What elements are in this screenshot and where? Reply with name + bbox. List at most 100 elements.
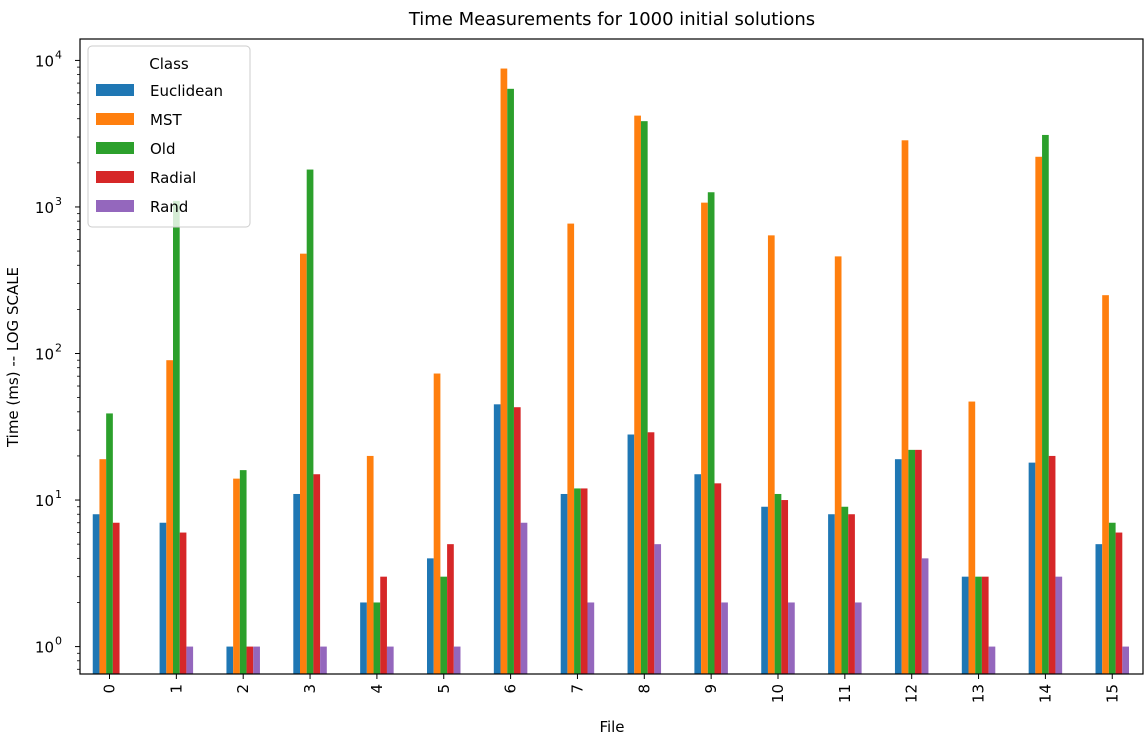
legend-label-rand: Rand — [150, 198, 188, 216]
legend-label-euclidean: Euclidean — [150, 82, 223, 100]
bar-radial-6 — [513, 407, 521, 674]
bar-mst-0 — [99, 459, 107, 674]
bar-mst-15 — [1102, 295, 1109, 674]
bar-rand-12 — [921, 558, 929, 674]
legend-label-old: Old — [150, 140, 176, 158]
bar-mst-14 — [1035, 156, 1043, 674]
bar-rand-1 — [186, 646, 194, 674]
x-tick-label: 9 — [702, 684, 720, 694]
bar-mst-2 — [233, 478, 240, 674]
x-tick-label: 4 — [368, 684, 386, 694]
bar-euclidean-8 — [627, 434, 635, 674]
plot-frame — [79, 38, 1144, 675]
bar-radial-5 — [447, 544, 454, 674]
x-tick-label: 8 — [635, 684, 653, 694]
legend: Class Euclidean MST Old Radial Rand — [87, 45, 251, 228]
bar-radial-9 — [714, 483, 722, 674]
bar-rand-4 — [386, 646, 394, 674]
bar-old-11 — [841, 506, 849, 674]
x-tick-label: 2 — [234, 684, 252, 694]
x-tick-label: 3 — [301, 684, 319, 694]
x-axis: 0 1 2 3 4 5 6 7 8 9 10 11 12 13 14 15 — [101, 674, 1121, 703]
bar-mst-8 — [634, 115, 641, 675]
x-axis-label: File — [599, 718, 624, 736]
bar-rand-5 — [453, 646, 461, 674]
bar-old-8 — [640, 121, 648, 674]
legend-swatch-euclidean — [96, 84, 134, 96]
bar-old-0 — [106, 413, 113, 674]
y-tick-label: 10 — [35, 492, 54, 510]
bar-radial-14 — [1048, 455, 1056, 674]
bar-rand-7 — [587, 602, 595, 674]
bar-mst-6 — [500, 68, 508, 675]
bar-radial-1 — [179, 532, 187, 674]
bar-rand-10 — [788, 602, 795, 674]
x-tick-label: 13 — [970, 684, 988, 703]
bar-rand-8 — [654, 544, 662, 674]
y-tick-label: 10 — [35, 199, 54, 217]
bar-rand-11 — [854, 602, 862, 674]
bar-radial-7 — [580, 488, 588, 674]
bar-radial-2 — [246, 646, 254, 674]
bar-old-10 — [774, 493, 782, 674]
bar-mst-7 — [567, 223, 575, 674]
bar-old-14 — [1042, 134, 1049, 674]
bar-old-7 — [574, 488, 581, 674]
bar-euclidean-6 — [493, 404, 501, 674]
y-tick-label: 10 — [35, 345, 54, 363]
bar-old-15 — [1108, 522, 1116, 674]
bar-euclidean-9 — [694, 474, 702, 674]
bar-radial-0 — [112, 522, 120, 674]
bar-rand-6 — [520, 522, 528, 674]
y-tick-exponent: 0 — [55, 635, 62, 648]
bar-old-13 — [975, 576, 982, 674]
bar-euclidean-11 — [828, 514, 835, 674]
bar-mst-12 — [901, 140, 909, 675]
x-tick-label: 5 — [435, 684, 453, 694]
bar-rand-3 — [320, 646, 327, 674]
y-tick-label: 10 — [35, 52, 54, 70]
bar-rand-9 — [721, 602, 728, 674]
legend-swatch-old — [96, 142, 134, 154]
bar-euclidean-0 — [92, 514, 100, 674]
x-tick-label: 12 — [903, 684, 921, 703]
bar-radial-12 — [915, 449, 922, 674]
x-tick-label: 10 — [769, 684, 787, 703]
x-tick-label: 7 — [568, 684, 586, 694]
bars-layer — [92, 68, 1129, 675]
bar-euclidean-12 — [894, 459, 902, 674]
bar-old-12 — [908, 449, 916, 674]
chart-title: Time Measurements for 1000 initial solut… — [408, 9, 815, 30]
bar-mst-9 — [701, 202, 708, 674]
bar-rand-2 — [253, 646, 260, 674]
y-tick-exponent: 1 — [55, 488, 62, 501]
y-axis-label: Time (ms) -- LOG SCALE — [4, 267, 22, 448]
bar-radial-3 — [313, 474, 321, 674]
bar-euclidean-2 — [226, 646, 234, 674]
bar-euclidean-15 — [1095, 544, 1103, 674]
bar-euclidean-4 — [360, 602, 367, 674]
x-tick-label: 11 — [836, 684, 854, 703]
legend-title: Class — [149, 55, 189, 73]
x-tick-label: 14 — [1036, 684, 1054, 703]
bar-mst-11 — [834, 256, 842, 674]
bar-mst-13 — [968, 401, 976, 674]
bar-radial-15 — [1115, 532, 1123, 674]
bar-euclidean-7 — [560, 493, 568, 674]
bar-mst-10 — [767, 235, 775, 675]
x-tick-label: 1 — [167, 684, 185, 694]
bar-old-2 — [239, 470, 247, 674]
bar-old-1 — [173, 200, 180, 674]
legend-swatch-rand — [96, 200, 134, 212]
bar-rand-15 — [1122, 646, 1129, 674]
bar-old-6 — [507, 88, 514, 674]
bar-euclidean-10 — [761, 506, 768, 674]
y-tick-exponent: 4 — [55, 48, 62, 61]
bar-radial-10 — [781, 500, 789, 674]
bar-radial-4 — [380, 576, 387, 674]
bar-euclidean-13 — [961, 576, 969, 674]
x-tick-label: 15 — [1103, 684, 1121, 703]
legend-label-radial: Radial — [150, 169, 196, 187]
